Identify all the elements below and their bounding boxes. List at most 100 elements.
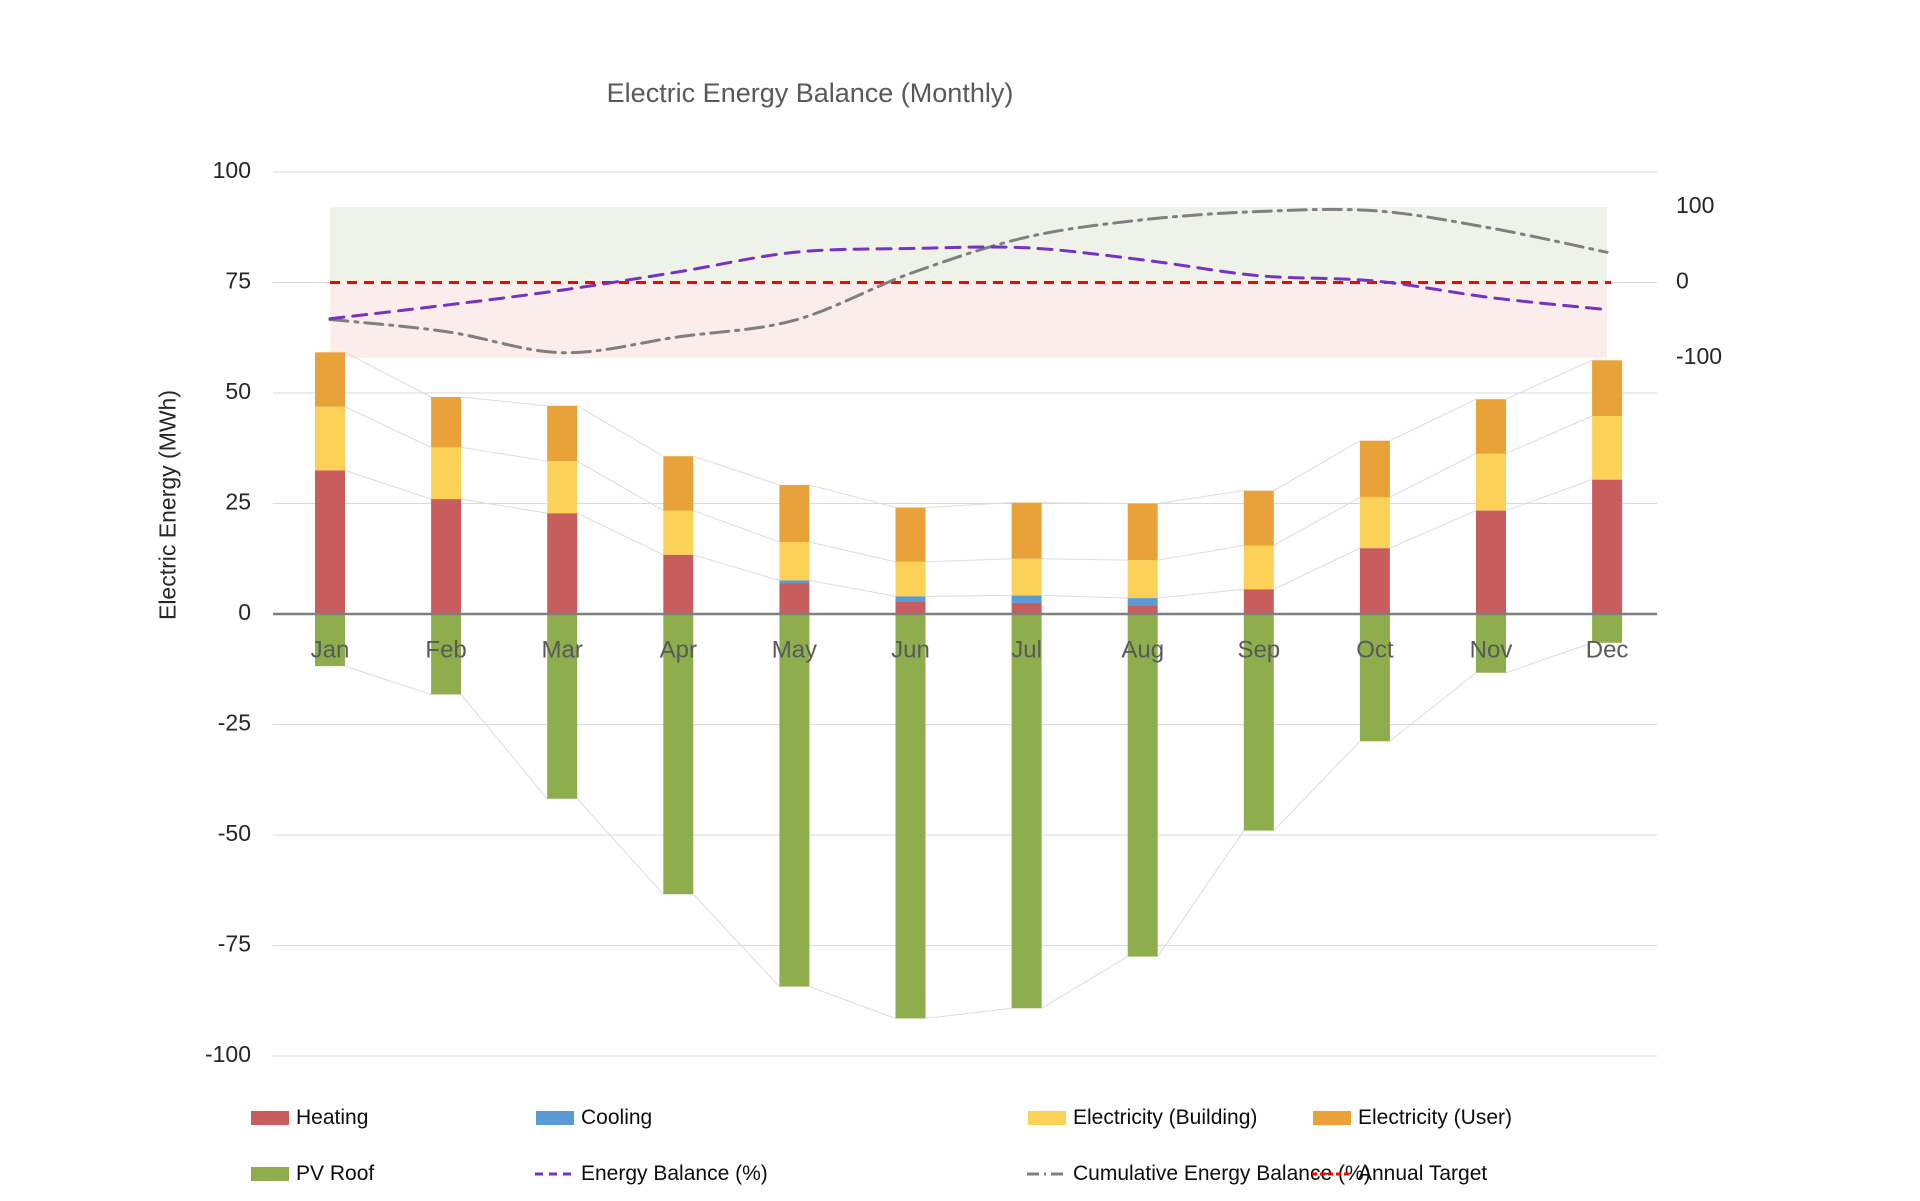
bar-segment-heating [663,554,694,614]
bar-segment-electricity-building [431,447,462,500]
series-connector-line [809,986,896,1019]
bar-segment-electricity-building [1359,497,1390,549]
legend-label: Electricity (User) [1358,1106,1513,1129]
series-connector-line [809,484,896,508]
bar-segment-electricity-building [663,510,694,555]
bar-segment-heating [547,513,578,614]
bar-segment-heating [895,601,926,614]
month-label: Jun [891,636,930,663]
series-connector-line [460,694,548,800]
series-connector-line [576,460,664,512]
bar-segment-electricity-user [1011,502,1042,559]
legend-swatch-rect [251,1111,289,1125]
bar-segment-cooling [779,580,810,584]
series-connector-line [693,455,780,486]
series-connector-line [461,498,548,514]
bar-segment-electricity-user [431,396,462,448]
bar-segment-heating [1592,479,1623,614]
bar-segment-electricity-building [1592,415,1623,480]
month-label: Aug [1121,636,1164,663]
bar-segment-cooling [1127,598,1158,606]
series-connector-line [692,893,780,987]
series-connector-line [1041,558,1128,561]
legend-swatch-rect [251,1167,289,1181]
series-connector-line [809,541,896,563]
series-connector-line [1505,359,1593,400]
bar-segment-heating [779,583,810,614]
series-connector-line [1505,479,1593,512]
bar-segment-electricity-user [1243,490,1274,546]
legend-label: Cooling [581,1106,653,1129]
legend-item-pv-roof: PV Roof [250,1162,374,1186]
series-connector-line [1273,496,1361,546]
month-label: Nov [1470,636,1513,663]
legend-swatch-rect [1028,1111,1066,1125]
bar-segment-electricity-user [547,405,578,462]
legend-item-heating: Heating [250,1106,368,1130]
legend-label: Electricity (Building) [1073,1106,1258,1129]
y-axis-left-tick-label: -25 [218,710,251,736]
series-connector-line [1041,594,1128,599]
month-label: Dec [1586,636,1629,663]
bar-segment-cooling [1011,595,1042,603]
bar-segment-electricity-user [1476,399,1506,454]
series-connector-line [1273,547,1361,590]
bar-segment-electricity-user [663,456,694,511]
legend-label: PV Roof [296,1162,375,1185]
bar-segment-pv-roof [1127,614,1158,957]
series-connector-line [344,665,432,695]
bar-segment-electricity-building [779,541,810,581]
y-axis-left-tick-label: 100 [213,157,251,183]
legend-item-energy-balance: Energy Balance (%) [535,1162,768,1186]
legend-label: Heating [296,1106,369,1129]
series-connector-line [344,406,432,448]
series-connector-line [809,579,896,597]
series-connector-line [576,405,664,457]
negative-band [330,282,1608,358]
y-axis-left-tick-label: -50 [218,820,251,846]
bar-segment-electricity-user [895,507,926,562]
series-connector-line [1389,672,1477,742]
y-axis-right-tick-label: 100 [1676,192,1714,218]
bar-segment-pv-roof [663,614,694,895]
bar-segment-heating [1476,510,1506,614]
series-connector-line [925,1007,1012,1019]
legend-item-electricity-user: Electricity (User) [1312,1106,1512,1130]
bar-segment-electricity-building [1127,560,1158,599]
bar-segment-pv-roof [1243,614,1274,831]
series-connector-line [1505,642,1593,674]
legend-item-annual-target: Annual Target [1312,1162,1487,1186]
bar-segment-electricity-user [1359,440,1390,498]
bar-segment-heating [1243,589,1274,614]
legend-swatch-rect [536,1111,574,1125]
month-label: Jan [311,636,350,663]
bar-segment-electricity-building [1011,558,1042,596]
y-axis-left-tick-label: 25 [225,489,251,515]
series-connector-line [1389,510,1477,549]
bar-segment-cooling [895,596,926,602]
legend-label: Cumulative Energy Balance (%) [1073,1162,1371,1185]
series-connector-line [1157,544,1244,561]
legend-swatch-dash-dot-line [1027,1172,1067,1176]
legend-label: Energy Balance (%) [581,1162,768,1185]
legend-item-cumulative-energy-balance: Cumulative Energy Balance (%) [1027,1162,1371,1186]
y-axis-left-tick-label: -75 [218,931,251,957]
legend-item-cooling: Cooling [535,1106,652,1130]
bar-segment-heating [1359,548,1390,614]
bar-segment-electricity-user [315,352,345,407]
bar-segment-electricity-user [1592,360,1623,416]
bar-segment-pv-roof [1011,614,1042,1009]
bar-segment-heating [1127,605,1158,614]
series-connector-line [576,798,664,895]
bar-segment-electricity-building [895,561,926,597]
series-connector-line [1157,830,1245,957]
bar-segment-pv-roof [895,614,926,1019]
bar-segment-pv-roof [1592,614,1623,643]
series-connector-line [461,446,548,462]
series-connector-line [344,469,432,500]
y-axis-left-tick-label: 0 [238,599,251,625]
bar-segment-pv-roof [1359,614,1390,742]
cumulative-energy-balance-line [328,207,1609,355]
